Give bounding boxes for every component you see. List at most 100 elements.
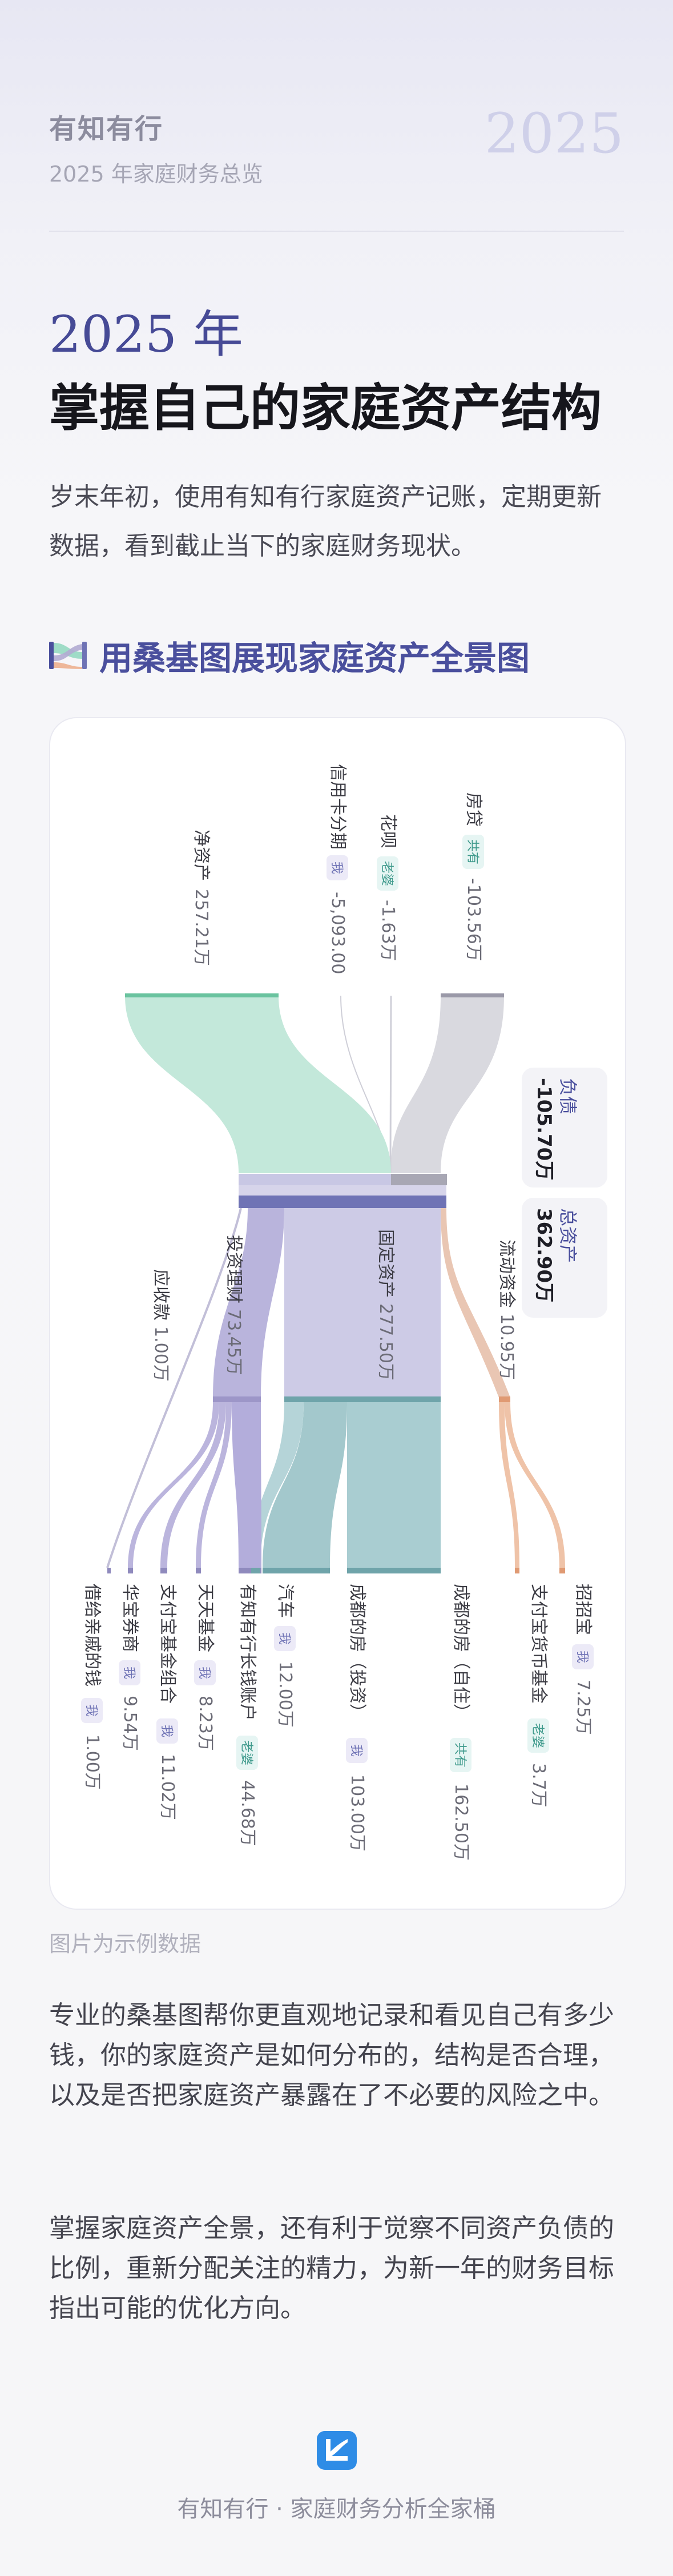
svg-text:12.00万: 12.00万 bbox=[275, 1661, 295, 1728]
svg-text:我: 我 bbox=[122, 1667, 136, 1679]
svg-text:支付宝基金组合: 支付宝基金组合 bbox=[158, 1584, 178, 1704]
flow-receivable bbox=[106, 1208, 242, 1568]
liabilities-summary-box bbox=[522, 1068, 607, 1188]
flow-car bbox=[251, 1402, 304, 1568]
svg-text:我: 我 bbox=[575, 1651, 589, 1663]
svg-text:总资产: 总资产 bbox=[557, 1208, 579, 1263]
svg-text:9.54万: 9.54万 bbox=[120, 1696, 140, 1751]
section-title: 用桑基图展现家庭资产全景图 bbox=[99, 639, 530, 678]
label-tiantian: 天天基金 我 8.23万 bbox=[194, 1584, 216, 1751]
label-net-assets: 净资产257.21万 bbox=[191, 830, 211, 966]
bar-investment bbox=[213, 1396, 261, 1402]
flow-zhaozhaobao bbox=[505, 1402, 565, 1568]
year-badge: 2025 bbox=[484, 102, 624, 166]
flow-tiantian bbox=[196, 1402, 232, 1568]
flow-house-invest bbox=[263, 1402, 347, 1568]
flow-alipay-money bbox=[499, 1402, 519, 1568]
bar-alipay-fund bbox=[160, 1568, 167, 1573]
svg-text:362.90万: 362.90万 bbox=[533, 1208, 555, 1302]
flow-house-self bbox=[347, 1402, 441, 1568]
bar-house-self bbox=[347, 1568, 441, 1573]
svg-text:我: 我 bbox=[349, 1744, 363, 1757]
page-subtitle: 2025 年家庭财务总览 bbox=[49, 162, 263, 187]
footer-text: 有知有行 · 家庭财务分析全家桶 bbox=[177, 2496, 496, 2522]
svg-text:我: 我 bbox=[329, 862, 344, 874]
svg-text:华宝券商: 华宝券商 bbox=[120, 1584, 140, 1652]
svg-text:信用卡分期: 信用卡分期 bbox=[328, 764, 348, 850]
label-yzyx-long: 有知有行长钱账户 老婆 44.68万 bbox=[236, 1584, 258, 1846]
label-huabao: 华宝券商 我 9.54万 bbox=[119, 1584, 140, 1751]
bar-assets-link bbox=[239, 1185, 446, 1196]
sankey-diagram: 净资产257.21万 信用卡分期 我 -5,093.00 花呗 老婆 -1.63… bbox=[81, 764, 607, 1861]
svg-text:房贷: 房贷 bbox=[464, 792, 483, 827]
app-logo-icon bbox=[317, 2431, 357, 2470]
label-credit-card: 信用卡分期 我 -5,093.00 bbox=[327, 764, 348, 974]
app-brand: 有知有行 bbox=[49, 113, 164, 145]
bar-assets-top bbox=[239, 1174, 391, 1185]
flow-mortgage bbox=[391, 996, 504, 1173]
paragraph-1: 专业的桑基图帮你更直观地记录和看见自己有多少钱，你的家庭资产是如何分布的，结构是… bbox=[49, 2000, 615, 2110]
svg-text:我: 我 bbox=[84, 1704, 98, 1717]
flow-huabei bbox=[389, 995, 392, 1174]
section-heading: 用桑基图展现家庭资产全景图 bbox=[49, 633, 530, 678]
intro-text: 岁末年初，使用有知有行家庭资产记账，定期更新数据，看到截止当下的家庭财务现状。 bbox=[49, 482, 602, 561]
bar-huabao bbox=[128, 1568, 133, 1573]
svg-text:借给亲戚的钱: 借给亲戚的钱 bbox=[82, 1584, 102, 1687]
flow-huabao bbox=[128, 1402, 219, 1568]
label-fixed-assets: 固定资产277.50万 bbox=[376, 1229, 396, 1380]
bar-net-assets bbox=[125, 993, 279, 997]
bar-zhaozhaobao bbox=[559, 1568, 565, 1573]
main-title: 掌握自己的家庭资产结构 bbox=[49, 378, 602, 437]
svg-text:11.02万: 11.02万 bbox=[158, 1754, 178, 1820]
svg-text:-103.56万: -103.56万 bbox=[464, 878, 483, 961]
svg-text:共有: 共有 bbox=[453, 1742, 467, 1768]
bar-house-invest bbox=[263, 1568, 330, 1573]
svg-text:8.23万: 8.23万 bbox=[195, 1696, 215, 1751]
label-house-invest: 成都的房（投资） 我 103.00万 bbox=[346, 1584, 368, 1852]
bar-cash bbox=[499, 1396, 510, 1402]
svg-text:1.00万: 1.00万 bbox=[82, 1734, 102, 1790]
label-zhaozhaobao: 招招宝 我 7.25万 bbox=[572, 1584, 594, 1735]
svg-text:汽车: 汽车 bbox=[275, 1584, 295, 1618]
svg-text:天天基金: 天天基金 bbox=[195, 1584, 215, 1652]
svg-text:老婆: 老婆 bbox=[239, 1740, 253, 1765]
svg-text:负债: 负债 bbox=[557, 1078, 579, 1114]
svg-text:成都的房（自住）: 成都的房（自住） bbox=[451, 1584, 471, 1721]
svg-text:花呗: 花呗 bbox=[378, 814, 398, 848]
svg-text:3.7万: 3.7万 bbox=[529, 1763, 549, 1808]
flow-investment bbox=[213, 1208, 284, 1398]
label-house-self: 成都的房（自住） 共有 162.50万 bbox=[450, 1584, 471, 1861]
svg-text:我: 我 bbox=[159, 1725, 174, 1737]
paragraph-2: 掌握家庭资产全景，还有利于觉察不同资产负债的比例，重新分配关注的精力，为新一年的… bbox=[49, 2213, 615, 2323]
svg-text:有知有行长钱账户: 有知有行长钱账户 bbox=[237, 1584, 257, 1721]
assets-summary: 总资产 362.90万 bbox=[533, 1208, 579, 1302]
bar-tiantian bbox=[196, 1568, 201, 1573]
label-receivable: 应收款1.00万 bbox=[151, 1269, 171, 1382]
bar-liabilities-total bbox=[391, 1174, 447, 1185]
svg-text:老婆: 老婆 bbox=[380, 861, 394, 886]
bar-car bbox=[251, 1568, 260, 1573]
flow-alipay-fund bbox=[160, 1402, 226, 1568]
svg-text:支付宝货币基金: 支付宝货币基金 bbox=[529, 1584, 549, 1704]
svg-text:-1.63万: -1.63万 bbox=[378, 900, 398, 961]
svg-text:我: 我 bbox=[277, 1632, 291, 1645]
svg-text:我: 我 bbox=[197, 1667, 211, 1679]
label-loan-relative: 借给亲戚的钱 我 1.00万 bbox=[81, 1584, 103, 1790]
image-caption: 图片为示例数据 bbox=[49, 1931, 202, 1957]
svg-text:103.00万: 103.00万 bbox=[347, 1774, 367, 1852]
assets-summary-box bbox=[522, 1198, 607, 1318]
svg-text:162.50万: 162.50万 bbox=[451, 1784, 471, 1861]
svg-text:44.68万: 44.68万 bbox=[237, 1780, 257, 1846]
bar-yzyx-long bbox=[239, 1568, 261, 1573]
svg-text:共有: 共有 bbox=[465, 839, 479, 864]
svg-text:招招宝: 招招宝 bbox=[573, 1584, 593, 1635]
bar-fixed-assets bbox=[284, 1396, 441, 1402]
label-alipay-fund: 支付宝基金组合 我 11.02万 bbox=[156, 1584, 178, 1820]
sankey-icon bbox=[49, 642, 87, 669]
label-car: 汽车 我 12.00万 bbox=[274, 1584, 296, 1728]
label-investment: 投资理财73.45万 bbox=[224, 1235, 244, 1375]
svg-text:-5,093.00: -5,093.00 bbox=[328, 892, 348, 974]
sankey-card: 净资产257.21万 信用卡分期 我 -5,093.00 花呗 老婆 -1.63… bbox=[49, 717, 626, 1910]
year-title: 2025 年 bbox=[49, 305, 243, 364]
flow-fixed-assets bbox=[284, 1208, 441, 1398]
